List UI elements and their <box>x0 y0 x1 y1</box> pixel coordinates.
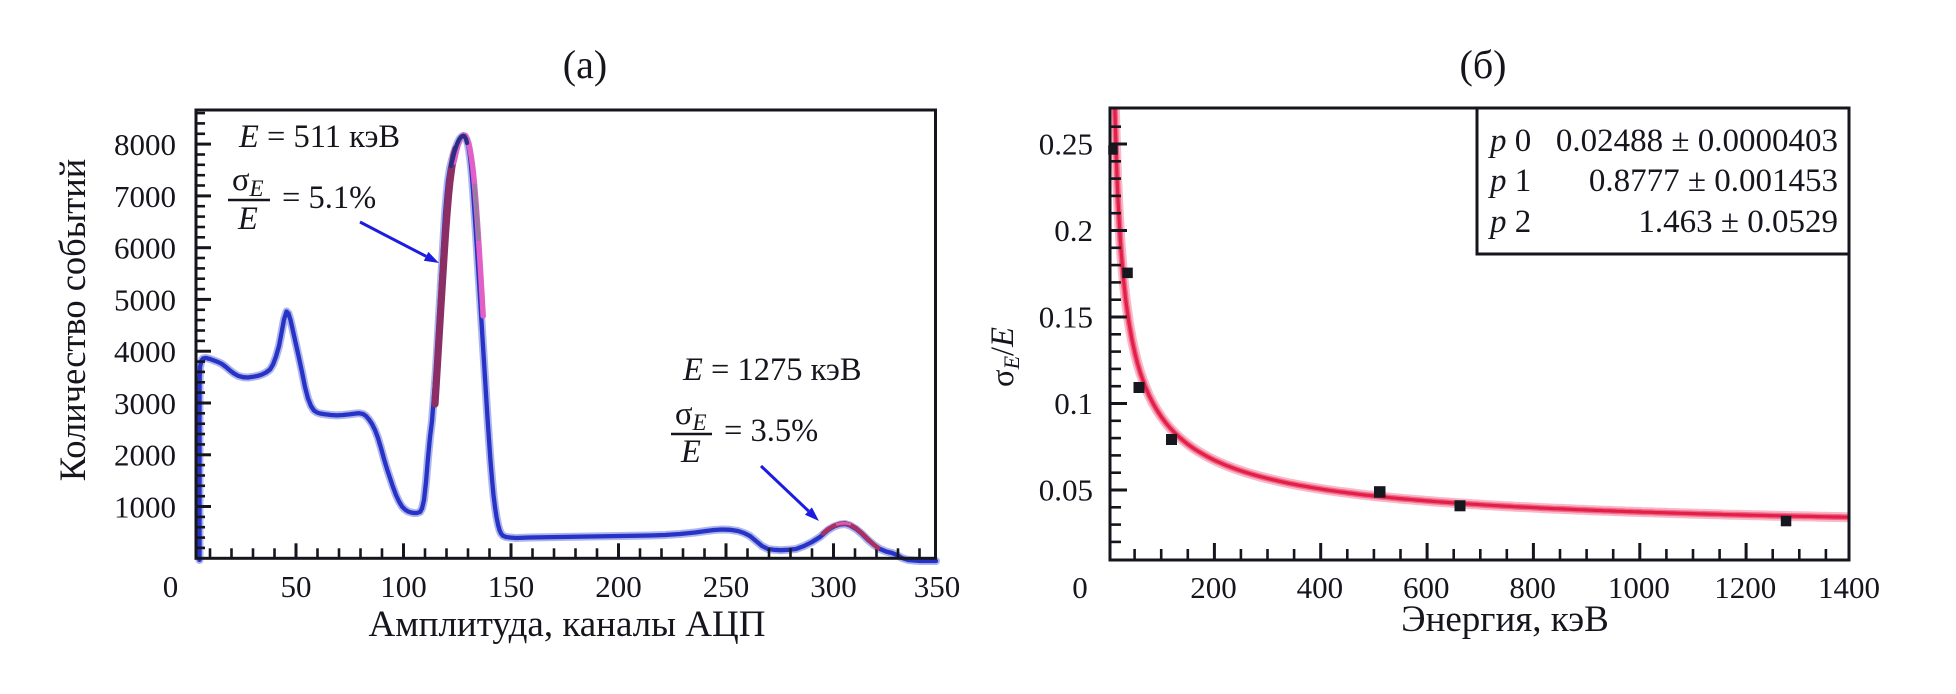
svg-text:1200: 1200 <box>1714 570 1776 605</box>
svg-text:4000: 4000 <box>114 334 176 369</box>
svg-text:2000: 2000 <box>114 438 176 473</box>
svg-text:0: 0 <box>163 569 179 604</box>
svg-text:E = 511 кэВ: E = 511 кэВ <box>238 119 400 155</box>
svg-text:800: 800 <box>1509 570 1556 605</box>
svg-text:p 1: p 1 <box>1488 163 1531 199</box>
svg-text:150: 150 <box>488 569 535 604</box>
svg-text:6000: 6000 <box>114 231 176 266</box>
svg-text:0.1: 0.1 <box>1054 386 1093 421</box>
svg-text:0.2: 0.2 <box>1054 213 1093 248</box>
svg-text:(а): (а) <box>563 42 607 87</box>
svg-text:3000: 3000 <box>114 386 176 421</box>
svg-text:300: 300 <box>810 569 857 604</box>
svg-text:0.15: 0.15 <box>1039 300 1093 335</box>
svg-text:350: 350 <box>914 569 961 604</box>
svg-text:0: 0 <box>1072 570 1088 605</box>
svg-text:Амплитуда, каналы АЦП: Амплитуда, каналы АЦП <box>369 604 766 645</box>
svg-text:0.02488 ± 0.0000403: 0.02488 ± 0.0000403 <box>1556 123 1838 159</box>
svg-text:0.25: 0.25 <box>1039 127 1093 162</box>
svg-text:E = 1275 кэВ: E = 1275 кэВ <box>682 352 862 388</box>
svg-text:σE/E: σE/E <box>985 327 1024 387</box>
svg-text:1.463 ± 0.0529: 1.463 ± 0.0529 <box>1638 204 1838 240</box>
svg-text:400: 400 <box>1297 570 1344 605</box>
svg-text:Энергия, кэВ: Энергия, кэВ <box>1401 599 1609 640</box>
svg-text:E: E <box>680 434 701 470</box>
svg-text:(б): (б) <box>1460 42 1507 87</box>
svg-text:E: E <box>237 201 258 237</box>
svg-text:0.05: 0.05 <box>1039 473 1093 508</box>
svg-text:1000: 1000 <box>114 490 176 525</box>
svg-text:600: 600 <box>1403 570 1450 605</box>
svg-text:p 0: p 0 <box>1488 123 1531 159</box>
svg-text:1400: 1400 <box>1818 570 1880 605</box>
svg-text:Количество событий: Количество событий <box>52 159 93 482</box>
svg-text:250: 250 <box>703 569 750 604</box>
svg-text:= 5.1%: = 5.1% <box>282 180 376 216</box>
svg-text:0.8777 ± 0.001453: 0.8777 ± 0.001453 <box>1589 163 1838 199</box>
svg-text:= 3.5%: = 3.5% <box>724 413 818 449</box>
svg-text:7000: 7000 <box>114 179 176 214</box>
svg-text:1000: 1000 <box>1608 570 1670 605</box>
svg-text:200: 200 <box>1190 570 1237 605</box>
svg-text:50: 50 <box>281 569 312 604</box>
svg-text:200: 200 <box>595 569 642 604</box>
svg-text:8000: 8000 <box>114 127 176 162</box>
svg-text:5000: 5000 <box>114 282 176 317</box>
svg-text:100: 100 <box>380 569 427 604</box>
svg-text:p 2: p 2 <box>1488 204 1531 240</box>
